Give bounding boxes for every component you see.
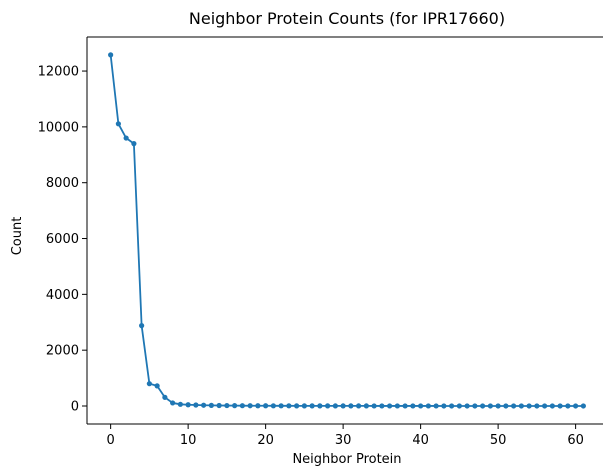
data-point [208, 402, 214, 408]
data-point [317, 403, 323, 409]
data-point [193, 402, 199, 408]
data-point [154, 383, 160, 389]
data-point [340, 403, 346, 409]
data-point [332, 403, 338, 409]
data-point [294, 403, 300, 409]
data-point [185, 402, 191, 408]
data-point [542, 403, 548, 409]
y-tick-label: 12000 [38, 65, 79, 80]
data-point [573, 403, 579, 409]
data-point [371, 403, 377, 409]
data-point [526, 403, 532, 409]
data-point [255, 403, 261, 409]
data-point [325, 403, 331, 409]
data-point [394, 403, 400, 409]
x-tick-label: 30 [335, 433, 352, 448]
data-point [402, 403, 408, 409]
data-point [410, 403, 416, 409]
data-point [379, 403, 385, 409]
data-point [162, 394, 168, 400]
data-point [425, 403, 431, 409]
data-point [139, 323, 145, 329]
data-point [286, 403, 292, 409]
data-point [232, 403, 238, 409]
data-point [503, 403, 509, 409]
data-point [534, 403, 540, 409]
data-point [270, 403, 276, 409]
data-point [278, 403, 284, 409]
data-point [115, 121, 121, 127]
data-point [580, 403, 586, 409]
data-point [146, 381, 152, 387]
y-tick-label: 6000 [46, 232, 79, 247]
data-point [363, 403, 369, 409]
data-point [201, 402, 207, 408]
data-point [464, 403, 470, 409]
data-point [480, 403, 486, 409]
y-tick-label: 2000 [46, 344, 79, 359]
chart-title: Neighbor Protein Counts (for IPR17660) [189, 9, 505, 28]
data-point [356, 403, 362, 409]
data-point [418, 403, 424, 409]
data-point [108, 52, 114, 58]
data-point [487, 403, 493, 409]
data-point [511, 403, 517, 409]
x-tick-label: 60 [567, 433, 584, 448]
y-axis-label: Count [10, 217, 25, 256]
data-point [123, 135, 129, 141]
data-point [247, 403, 253, 409]
data-point [549, 403, 555, 409]
data-point [131, 141, 137, 147]
x-axis-label: Neighbor Protein [292, 452, 401, 467]
data-point [263, 403, 269, 409]
y-tick-label: 0 [71, 399, 79, 414]
data-point [557, 403, 563, 409]
data-point [449, 403, 455, 409]
data-point [518, 403, 524, 409]
series-line [109, 54, 584, 407]
y-tick-label: 8000 [46, 176, 79, 191]
x-tick-label: 20 [257, 433, 274, 448]
x-tick-label: 40 [412, 433, 429, 448]
data-point [309, 403, 315, 409]
data-point [441, 403, 447, 409]
data-point [433, 403, 439, 409]
y-axis-ticks: 0 2000 4000 6000 8000 10000 12000 [38, 65, 87, 414]
data-point [495, 403, 501, 409]
axes-frame [86, 36, 603, 425]
data-point [456, 403, 462, 409]
y-tick-label: 4000 [46, 288, 79, 303]
data-point [387, 403, 393, 409]
x-tick-label: 10 [180, 433, 197, 448]
data-point [472, 403, 478, 409]
data-point [348, 403, 354, 409]
data-point [301, 403, 307, 409]
x-tick-label: 50 [490, 433, 507, 448]
x-axis-ticks: 0 10 20 30 40 50 60 [106, 424, 584, 448]
data-point [565, 403, 571, 409]
data-point [239, 403, 245, 409]
data-point [216, 402, 222, 409]
data-point [177, 401, 183, 407]
plot-marks [108, 52, 586, 409]
data-point [170, 400, 176, 406]
y-tick-label: 10000 [38, 120, 79, 135]
x-tick-label: 0 [106, 433, 114, 448]
data-point [224, 402, 230, 409]
